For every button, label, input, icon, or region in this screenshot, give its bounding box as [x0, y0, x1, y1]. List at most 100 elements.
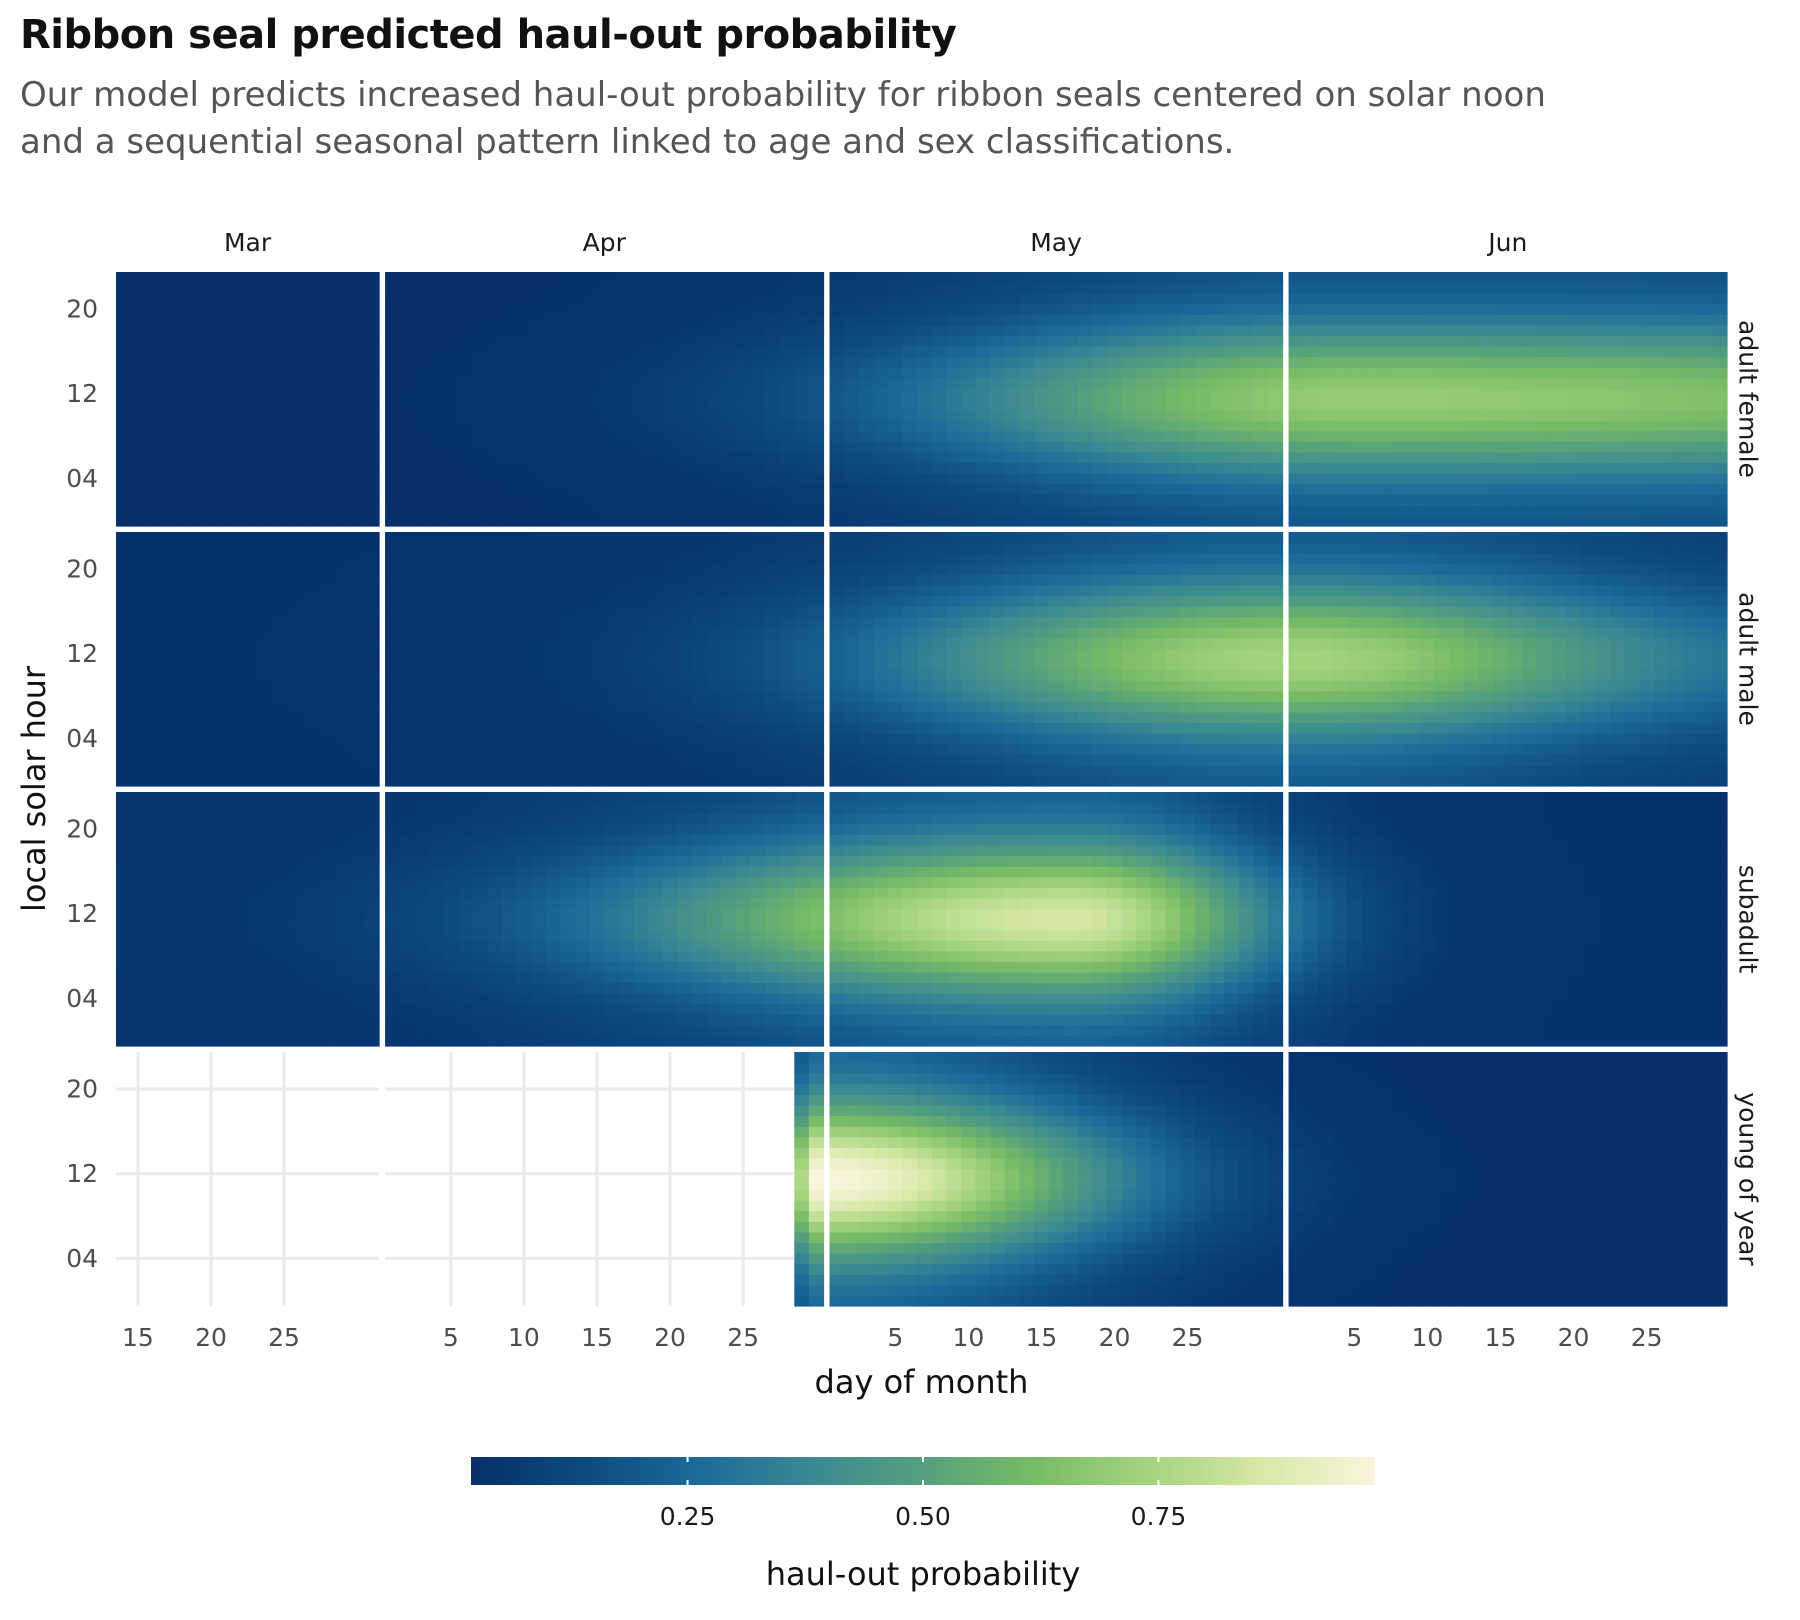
heat-cell: [1136, 441, 1152, 453]
heat-cell: [1522, 399, 1538, 411]
heat-cell: [1653, 293, 1670, 305]
heat-cell: [1434, 494, 1450, 506]
heat-cell: [399, 637, 415, 650]
heat-cell: [189, 722, 205, 734]
heat-cell: [276, 637, 292, 650]
heat-cell: [414, 754, 430, 766]
heat-cell: [1267, 282, 1284, 294]
heat-cell: [1004, 399, 1021, 411]
heat-cell: [808, 399, 825, 411]
heat-cell: [1136, 483, 1152, 495]
heat-cell: [1034, 462, 1050, 474]
heat-cell: [887, 388, 904, 400]
heat-cell: [873, 462, 889, 474]
heat-cell: [487, 553, 503, 565]
heat-cell: [1522, 711, 1538, 724]
heat-cell: [1712, 388, 1728, 400]
heat-cell: [1493, 690, 1509, 702]
heat-cell: [428, 451, 445, 464]
heat-cell: [1566, 346, 1582, 358]
heat-cell: [1034, 335, 1050, 347]
heat-cell: [779, 701, 795, 713]
heat-cell: [159, 451, 176, 464]
heat-cell: [887, 356, 904, 368]
heat-cell: [1463, 754, 1480, 766]
heat-cell: [1493, 494, 1509, 506]
heat-cell: [1253, 335, 1269, 347]
heat-cell: [1376, 377, 1392, 390]
heat-cell: [1151, 462, 1167, 474]
heat-cell: [1288, 356, 1304, 368]
heat-cell: [335, 637, 351, 650]
heat-cell: [1566, 272, 1582, 284]
heat-cell: [829, 616, 845, 628]
heat-cell: [203, 494, 219, 506]
heat-cell: [829, 504, 845, 517]
heat-cell: [174, 451, 190, 464]
heat-cell: [414, 367, 430, 379]
heat-cell: [618, 711, 635, 724]
heat-cell: [902, 324, 918, 337]
heat-cell: [1376, 430, 1392, 442]
heat-cell: [1194, 282, 1211, 294]
heat-cell: [589, 669, 605, 681]
heat-cell: [1420, 542, 1436, 554]
heat-cell: [189, 420, 205, 432]
heat-cell: [385, 595, 401, 607]
heat-cell: [1390, 473, 1407, 485]
heat-cell: [1004, 356, 1021, 368]
heat-cell: [1405, 542, 1421, 554]
heat-cell: [472, 515, 488, 527]
heat-cell: [589, 690, 605, 702]
heat-cell: [1624, 272, 1640, 284]
heat-cell: [1165, 616, 1181, 628]
heat-cell: [589, 462, 605, 474]
heat-cell: [458, 669, 474, 681]
heat-cell: [1580, 377, 1597, 390]
heat-cell: [472, 314, 488, 326]
heat-cell: [1405, 377, 1421, 390]
heat-cell: [829, 409, 845, 421]
heat-cell: [1478, 388, 1494, 400]
heat-cell: [1019, 377, 1035, 390]
heat-cell: [1420, 701, 1436, 713]
heat-cell: [1303, 293, 1319, 305]
heat-cell: [1463, 377, 1480, 390]
heat-cell: [829, 553, 845, 565]
heat-cell: [560, 722, 576, 734]
heat-cell: [501, 377, 518, 390]
heat-cell: [765, 711, 781, 724]
heat-cell: [1209, 388, 1225, 400]
heat-cell: [648, 483, 664, 495]
heat-cell: [516, 542, 532, 554]
heat-cell: [1019, 504, 1035, 517]
heat-cell: [1551, 504, 1567, 517]
heat-cell: [1092, 690, 1108, 702]
heat-cell: [1194, 722, 1211, 734]
heat-cell: [648, 303, 664, 315]
heat-cell: [305, 648, 322, 660]
heat-cell: [808, 451, 825, 464]
heat-cell: [808, 637, 825, 650]
heat-cell: [560, 377, 576, 390]
heat-cell: [1420, 584, 1436, 597]
heat-cell: [276, 356, 292, 368]
heat-cell: [159, 388, 176, 400]
heat-cell: [116, 595, 132, 607]
heat-cell: [1180, 515, 1196, 527]
heat-cell: [458, 775, 474, 787]
heat-cell: [1610, 388, 1626, 400]
heat-cell: [247, 669, 263, 681]
heat-cell: [1077, 690, 1094, 702]
heat-cell: [735, 680, 752, 692]
heat-cell: [1194, 473, 1211, 485]
heat-cell: [691, 616, 708, 628]
heat-cell: [808, 430, 825, 442]
heat-cell: [1121, 409, 1138, 421]
heat-cell: [1376, 563, 1392, 575]
heat-cell: [1595, 399, 1611, 411]
heat-cell: [779, 303, 795, 315]
heat-cell: [887, 473, 904, 485]
heat-cell: [1019, 690, 1035, 702]
heat-cell: [1683, 346, 1699, 358]
